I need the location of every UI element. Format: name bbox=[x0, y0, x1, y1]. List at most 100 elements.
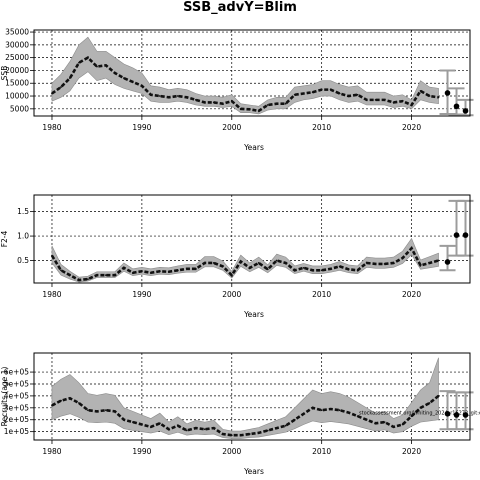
estimate-point bbox=[401, 257, 404, 259]
estimate-point bbox=[419, 406, 422, 409]
estimate-point bbox=[114, 274, 116, 277]
x-tick-label: 1990 bbox=[132, 123, 151, 132]
estimate-point bbox=[87, 56, 89, 59]
estimate-point bbox=[248, 433, 251, 435]
estimate-point bbox=[392, 101, 395, 104]
projection-point bbox=[462, 412, 469, 418]
estimate-point bbox=[203, 101, 206, 104]
estimate-point bbox=[275, 427, 278, 429]
estimate-point bbox=[365, 418, 368, 421]
x-tick-label: 2020 bbox=[402, 290, 421, 299]
estimate-point bbox=[69, 397, 71, 400]
y-tick-label: 1.0 bbox=[17, 232, 29, 241]
estimate-point bbox=[69, 77, 71, 80]
estimate-point bbox=[392, 425, 395, 428]
estimate-point bbox=[365, 98, 368, 101]
x-tick-label: 2000 bbox=[222, 123, 241, 132]
estimate-point bbox=[96, 65, 98, 68]
estimate-point bbox=[275, 259, 278, 262]
estimate-point bbox=[51, 404, 53, 407]
estimate-point bbox=[176, 95, 179, 97]
estimate-point bbox=[329, 408, 332, 410]
estimate-point bbox=[221, 102, 224, 105]
estimate-point bbox=[239, 434, 242, 437]
x-tick-label: 1990 bbox=[132, 447, 151, 456]
y-axis-label: Recruits (age 1) bbox=[0, 367, 9, 427]
estimate-point bbox=[320, 88, 323, 91]
estimate-point bbox=[365, 262, 368, 264]
estimate-point bbox=[311, 406, 314, 409]
estimate-point bbox=[320, 409, 323, 412]
estimate-point bbox=[428, 402, 431, 404]
estimate-point bbox=[105, 64, 107, 67]
estimate-point bbox=[311, 269, 314, 272]
figure-title: SSB_advY=Blim bbox=[183, 0, 297, 15]
x-tick-label: 2000 bbox=[222, 290, 241, 299]
estimate-point bbox=[60, 269, 62, 272]
estimate-point bbox=[338, 92, 341, 95]
x-tick-label: 1980 bbox=[42, 447, 61, 456]
estimate-point bbox=[374, 98, 377, 101]
projection-point bbox=[453, 103, 460, 110]
y-tick-label: 20000 bbox=[5, 66, 29, 75]
confidence-band bbox=[51, 36, 439, 115]
estimate-point bbox=[185, 267, 188, 270]
estimate-point bbox=[114, 410, 116, 413]
projection-point bbox=[462, 108, 469, 114]
x-axis-label: Years bbox=[243, 143, 264, 152]
estimate-point bbox=[96, 410, 98, 413]
estimate-point bbox=[230, 274, 233, 277]
estimate-point bbox=[140, 423, 143, 426]
y-tick-label: 0.5 bbox=[17, 256, 29, 265]
panel-2: 1980 1990 2000 2010 2020 0.5 1.0 1.5 Years F2-4 bbox=[0, 194, 474, 319]
estimate-point bbox=[212, 427, 215, 429]
plot-frame bbox=[33, 29, 471, 117]
y-tick-label: 1.5 bbox=[17, 207, 29, 216]
estimate-point bbox=[329, 88, 332, 91]
x-tick-label: 2020 bbox=[402, 447, 421, 456]
estimate-point bbox=[347, 268, 350, 271]
estimate-point bbox=[167, 96, 170, 99]
estimate-point bbox=[87, 409, 89, 412]
estimate-point bbox=[401, 100, 404, 103]
estimate-point bbox=[176, 269, 179, 272]
panel-1: 1980 1990 2000 2010 2020 5000 10000 15000 20000 2… bbox=[0, 28, 474, 152]
estimate-line bbox=[50, 246, 439, 282]
estimate-point bbox=[203, 262, 206, 264]
y-tick-label: 25000 bbox=[5, 53, 29, 62]
estimate-point bbox=[239, 260, 242, 263]
projection-point bbox=[453, 232, 460, 238]
estimate-point bbox=[437, 259, 440, 262]
estimate-point bbox=[221, 433, 224, 435]
estimate-point bbox=[78, 61, 80, 64]
x-tick-label: 1980 bbox=[42, 123, 61, 132]
x-tick-label: 2010 bbox=[312, 290, 331, 299]
y-tick-label: 5000 bbox=[10, 104, 29, 113]
estimate-point bbox=[257, 431, 260, 434]
y-tick-label: 1e+05 bbox=[4, 427, 29, 436]
panel-3: 1980 1990 2000 2010 2020 1e+05 2e+05 3e+05 4e+05… bbox=[0, 352, 480, 476]
y-tick-label: 3e+05 bbox=[4, 403, 29, 412]
estimate-point bbox=[347, 95, 350, 97]
estimate-point bbox=[410, 247, 413, 250]
y-tick-label: 6e+05 bbox=[4, 368, 29, 377]
estimate-point bbox=[167, 428, 170, 431]
estimate-point bbox=[149, 93, 152, 96]
estimate-point bbox=[167, 270, 170, 273]
estimate-point bbox=[194, 427, 197, 429]
projection-point bbox=[444, 410, 451, 417]
estimate-point bbox=[158, 422, 161, 425]
estimate-point bbox=[230, 434, 233, 437]
estimate-point bbox=[212, 101, 215, 104]
y-tick-label: 4e+05 bbox=[4, 391, 29, 400]
x-axis-label: Years bbox=[243, 310, 264, 319]
estimate-point bbox=[356, 93, 359, 96]
estimate-point bbox=[203, 428, 206, 431]
estimate-point bbox=[266, 429, 269, 432]
estimate-point bbox=[149, 271, 152, 274]
estimate-point bbox=[410, 415, 413, 418]
estimate-point bbox=[105, 409, 107, 412]
estimate-point bbox=[266, 268, 269, 271]
plot-frame bbox=[33, 194, 471, 284]
estimate-point bbox=[87, 278, 89, 280]
